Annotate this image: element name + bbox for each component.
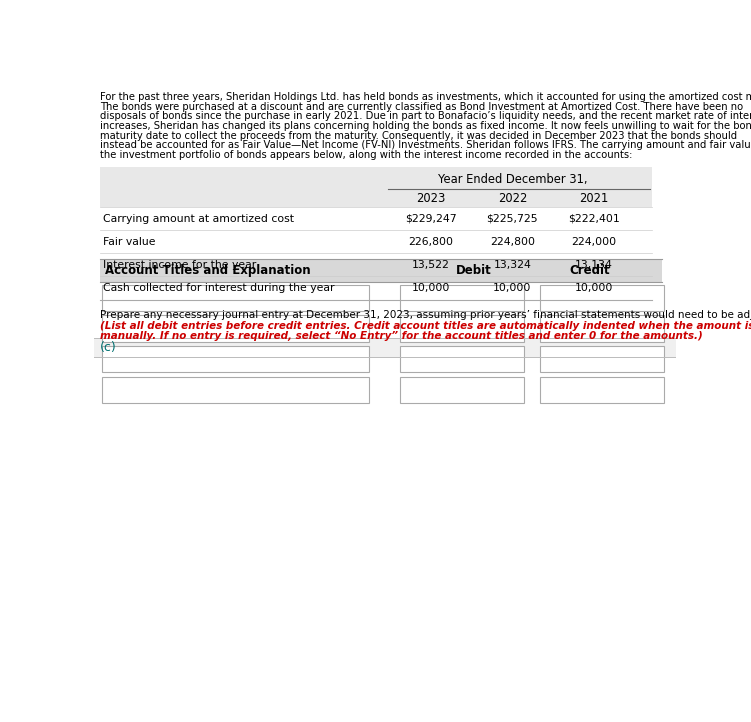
Bar (101, 346, 369, 373)
Bar (100, 253, 652, 277)
Bar (100, 259, 662, 282)
Text: Prepare any necessary journal entry at December 31, 2023, assuming prior years’ : Prepare any necessary journal entry at D… (100, 310, 751, 320)
Text: Interest income for the year: Interest income for the year (103, 260, 256, 270)
Text: For the past three years, Sheridan Holdings Ltd. has held bonds as investments, : For the past three years, Sheridan Holdi… (100, 92, 751, 102)
Text: disposals of bonds since the purchase in early 2021. Due in part to Bonafacio’s : disposals of bonds since the purchase in… (100, 111, 751, 121)
Text: 2022: 2022 (498, 192, 527, 205)
Text: 2023: 2023 (416, 192, 445, 205)
Bar (100, 167, 652, 207)
Text: instead be accounted for as Fair Value—Net Income (FV-NI) Investments. Sheridan : instead be accounted for as Fair Value—N… (100, 140, 751, 150)
Text: Credit: Credit (569, 264, 610, 277)
Text: Fair value: Fair value (103, 237, 155, 247)
Text: $222,401: $222,401 (568, 214, 620, 224)
Text: Debit: Debit (456, 264, 491, 277)
Bar (539, 377, 663, 403)
Text: The bonds were purchased at a discount and are currently classified as Bond Inve: The bonds were purchased at a discount a… (100, 102, 743, 112)
Bar (539, 316, 663, 342)
Text: 13,522: 13,522 (412, 260, 450, 270)
Text: 13,324: 13,324 (493, 260, 531, 270)
Bar (94, 339, 676, 357)
Bar (100, 207, 652, 230)
Bar (101, 377, 369, 403)
Text: maturity date to collect the proceeds from the maturity. Consequently, it was de: maturity date to collect the proceeds fr… (100, 131, 737, 141)
Bar (539, 284, 663, 310)
Text: (c): (c) (100, 342, 117, 355)
Text: 226,800: 226,800 (409, 237, 454, 247)
Text: increases, Sheridan has changed its plans concerning holding the bonds as fixed : increases, Sheridan has changed its plan… (100, 121, 751, 131)
Text: $229,247: $229,247 (406, 214, 457, 224)
Text: Year Ended December 31,: Year Ended December 31, (438, 173, 587, 186)
Text: manually. If no entry is required, select “No Entry” for the account titles and : manually. If no entry is required, selec… (100, 331, 703, 341)
Bar (100, 277, 652, 300)
Text: 13,134: 13,134 (575, 260, 613, 270)
Bar (539, 346, 663, 373)
Text: 2021: 2021 (579, 192, 608, 205)
Text: 224,800: 224,800 (490, 237, 535, 247)
Bar (400, 377, 524, 403)
Bar (101, 316, 369, 342)
Text: Cash collected for interest during the year: Cash collected for interest during the y… (103, 283, 335, 293)
Text: 10,000: 10,000 (412, 283, 450, 293)
Bar (400, 316, 524, 342)
Text: Carrying amount at amortized cost: Carrying amount at amortized cost (103, 214, 294, 224)
Text: Account Titles and Explanation: Account Titles and Explanation (104, 264, 310, 277)
Text: the investment portfolio of bonds appears below, along with the interest income : the investment portfolio of bonds appear… (100, 149, 632, 160)
Bar (101, 284, 369, 310)
Text: 10,000: 10,000 (493, 283, 532, 293)
Text: 224,000: 224,000 (572, 237, 617, 247)
Text: 10,000: 10,000 (575, 283, 613, 293)
Bar (100, 230, 652, 253)
Text: $225,725: $225,725 (487, 214, 538, 224)
Bar (400, 346, 524, 373)
Text: (List all debit entries before credit entries. Credit account titles are automat: (List all debit entries before credit en… (100, 321, 751, 331)
Bar (400, 284, 524, 310)
